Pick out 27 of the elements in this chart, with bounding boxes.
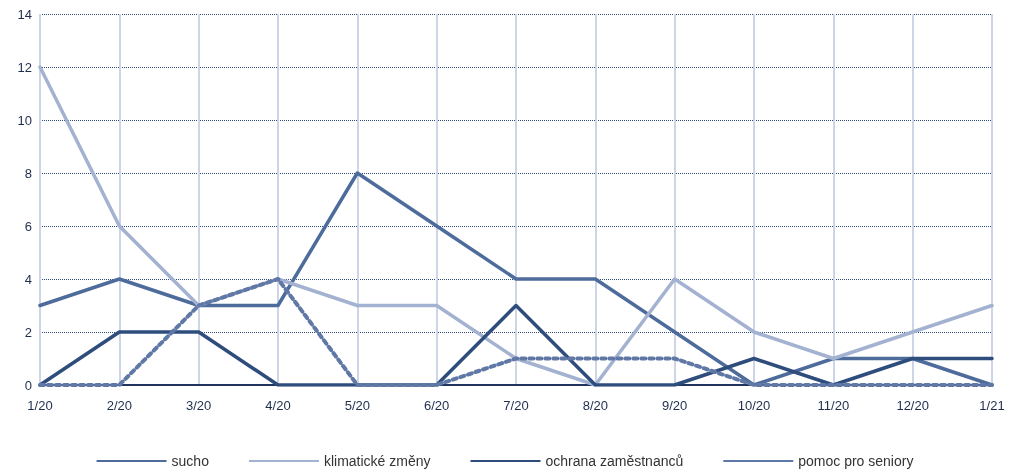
x-tick-label: 4/20 <box>265 398 291 413</box>
x-tick-label: 9/20 <box>662 398 688 413</box>
x-tick-label: 12/20 <box>896 398 929 413</box>
x-tick-label: 6/20 <box>424 398 450 413</box>
y-tick-label: 4 <box>24 271 32 287</box>
x-tick-label: 10/20 <box>737 398 771 413</box>
line-series <box>38 65 994 387</box>
x-tick-label: 5/20 <box>344 398 370 413</box>
legend-label: pomoc pro seniory <box>798 453 914 469</box>
y-tick-label: 8 <box>24 165 32 181</box>
y-tick-label: 14 <box>17 6 32 22</box>
legend-label: sucho <box>171 453 210 469</box>
y-tick-label: 10 <box>17 112 32 128</box>
x-tick-label: 3/20 <box>186 398 212 413</box>
legend-label: klimatické změny <box>323 453 431 469</box>
x-tick-label: 1/20 <box>27 398 53 413</box>
legend-label: ochrana zaměstnanců <box>545 453 684 469</box>
x-tick-label: 2/20 <box>106 398 132 413</box>
x-tick-label: 8/20 <box>582 398 608 413</box>
x-tick-label: 1/21 <box>979 398 1005 413</box>
y-tick-label: 2 <box>24 324 32 340</box>
y-tick-label: 12 <box>17 59 32 75</box>
y-tick-label: 6 <box>24 218 32 234</box>
x-tick-label: 7/20 <box>503 398 529 413</box>
x-tick-label: 11/20 <box>817 398 850 413</box>
line-series <box>38 277 994 387</box>
y-tick-label: 0 <box>24 377 32 393</box>
